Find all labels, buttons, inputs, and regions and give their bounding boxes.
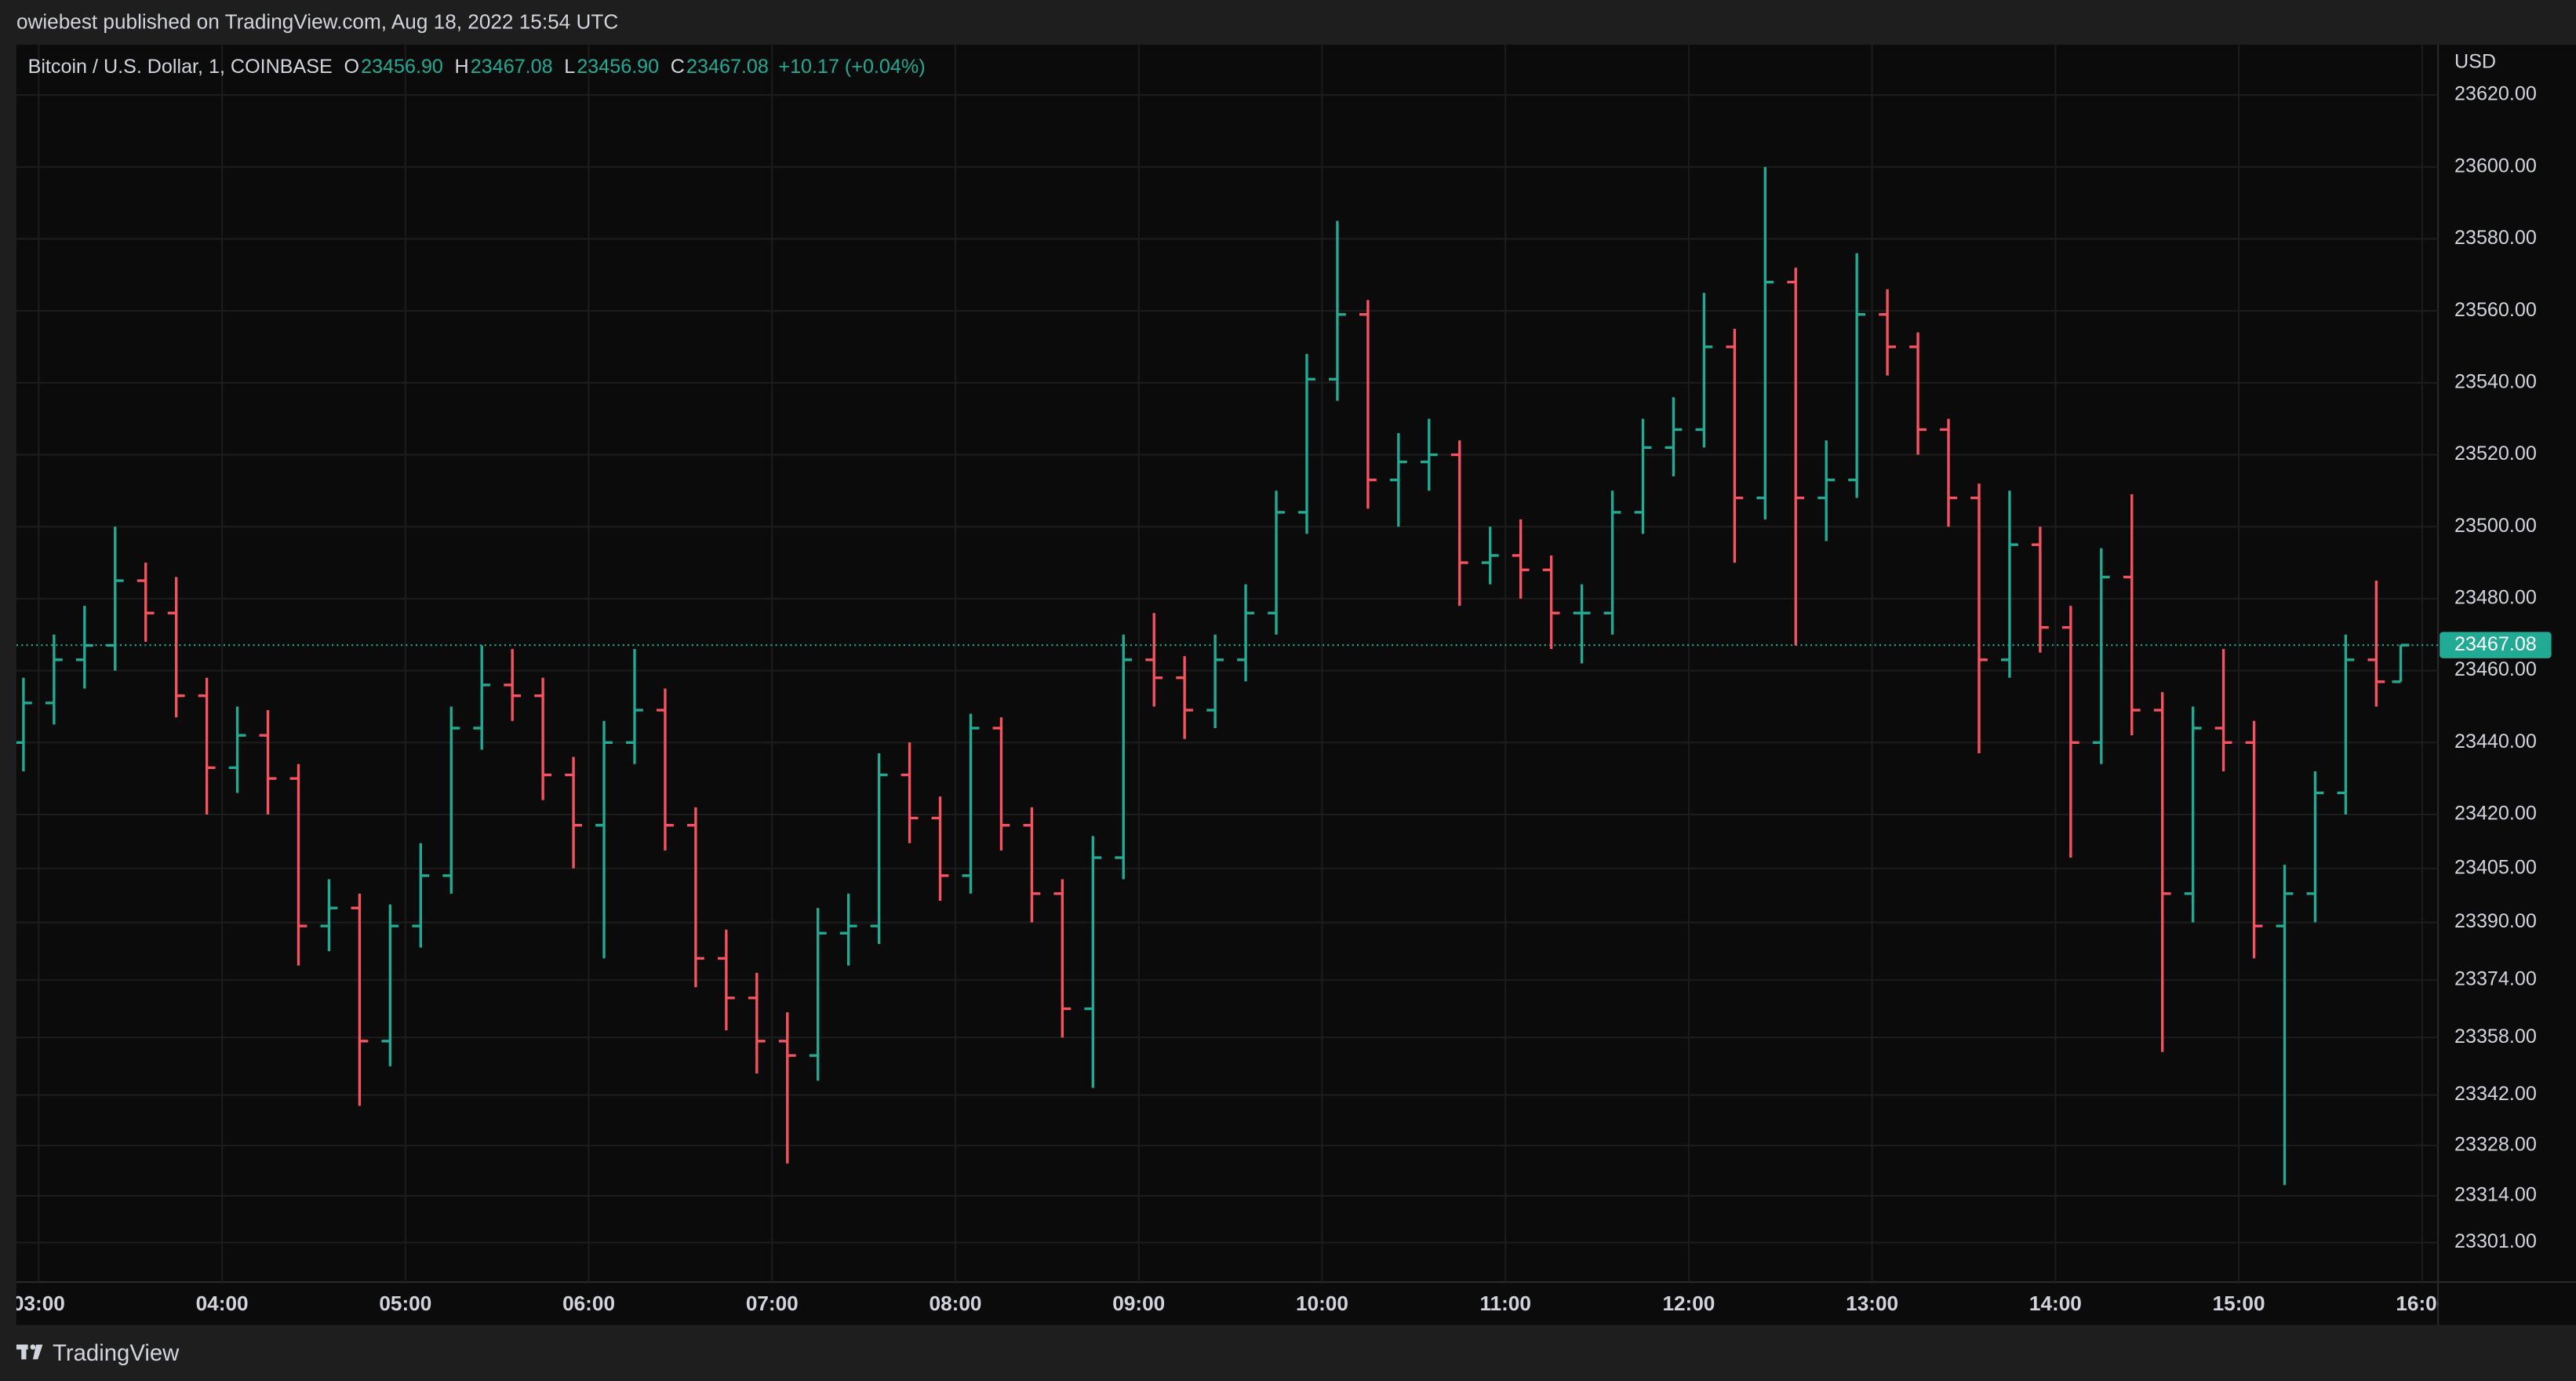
bars (16, 166, 2439, 1186)
currency-label: USD (2454, 51, 2496, 73)
y-tick-label: 23540.00 (2454, 370, 2537, 392)
footer-brand: TradingView (53, 1340, 180, 1366)
x-tick-label: 15:00 (2213, 1292, 2265, 1315)
y-tick-label: 23314.00 (2454, 1184, 2537, 1206)
publish-info: owiebest published on TradingView.com, A… (16, 10, 618, 34)
x-tick-label: 13:00 (1846, 1292, 1898, 1315)
x-tick-label: 16:00 (2396, 1292, 2448, 1315)
y-tick-label: 23480.00 (2454, 587, 2537, 609)
y-tick-label: 23405.00 (2454, 856, 2537, 878)
y-tick-label: 23328.00 (2454, 1133, 2537, 1155)
x-tick-label: 03:00 (13, 1292, 65, 1315)
x-tick-label: 10:00 (1296, 1292, 1348, 1315)
y-tick-label: 23301.00 (2454, 1230, 2537, 1252)
legend-field-value: 23467.08 (686, 56, 769, 78)
y-tick-label: 23560.00 (2454, 299, 2537, 321)
y-tick-label: 23440.00 (2454, 731, 2537, 752)
time-axis: 03:00 04:00 05:00 06:00 07:00 08:00 09:00 10:00… (13, 1292, 2448, 1315)
x-tick-label: 08:00 (930, 1292, 982, 1315)
legend-symbol: Bitcoin / U.S. Dollar, 1, COINBASE (28, 56, 333, 78)
y-tick-label: 23600.00 (2454, 155, 2537, 177)
y-tick-label: 23580.00 (2454, 227, 2537, 249)
x-tick-label: 14:00 (2029, 1292, 2082, 1315)
x-tick-label: 09:00 (1112, 1292, 1165, 1315)
x-tick-label: 11:00 (1479, 1292, 1530, 1315)
x-tick-label: 12:00 (1662, 1292, 1715, 1315)
y-tick-label: 23520.00 (2454, 443, 2537, 465)
y-tick-label: 23500.00 (2454, 515, 2537, 537)
y-tick-label: 23342.00 (2454, 1083, 2537, 1105)
y-tick-label: 23374.00 (2454, 968, 2537, 990)
legend-field-value: 23467.08 (471, 56, 553, 78)
legend-field-label: O (344, 56, 359, 78)
tradingview-logo (16, 1344, 43, 1360)
symbol-legend: Bitcoin / U.S. Dollar, 1, COINBASE O 23456… (28, 56, 926, 78)
x-tick-label: 07:00 (746, 1292, 799, 1315)
last-price-box (2440, 632, 2552, 658)
y-tick-label: 23420.00 (2454, 803, 2537, 825)
price-axis: 23620.00 23600.00 23580.00 23560.00 23540.00… (2440, 83, 2552, 1252)
y-tick-label: 23358.00 (2454, 1026, 2537, 1048)
chart-pane (16, 44, 2576, 1325)
legend-change: +10.17 (+0.04%) (778, 56, 925, 78)
grid (16, 44, 2439, 1282)
y-tick-label: 23620.00 (2454, 83, 2537, 105)
legend-field-label: L (564, 56, 575, 78)
y-tick-label: 23390.00 (2454, 910, 2537, 932)
x-tick-label: 04:00 (196, 1292, 249, 1315)
legend-field-value: 23456.90 (361, 56, 443, 78)
last-price-label: 23467.08 (2454, 633, 2537, 655)
x-tick-label: 05:00 (379, 1292, 431, 1315)
x-tick-label: 06:00 (562, 1292, 615, 1315)
y-tick-label: 23460.00 (2454, 658, 2537, 680)
legend-field-label: C (671, 56, 685, 78)
legend-field-label: H (455, 56, 469, 78)
legend-field-value: 23456.90 (577, 56, 659, 78)
